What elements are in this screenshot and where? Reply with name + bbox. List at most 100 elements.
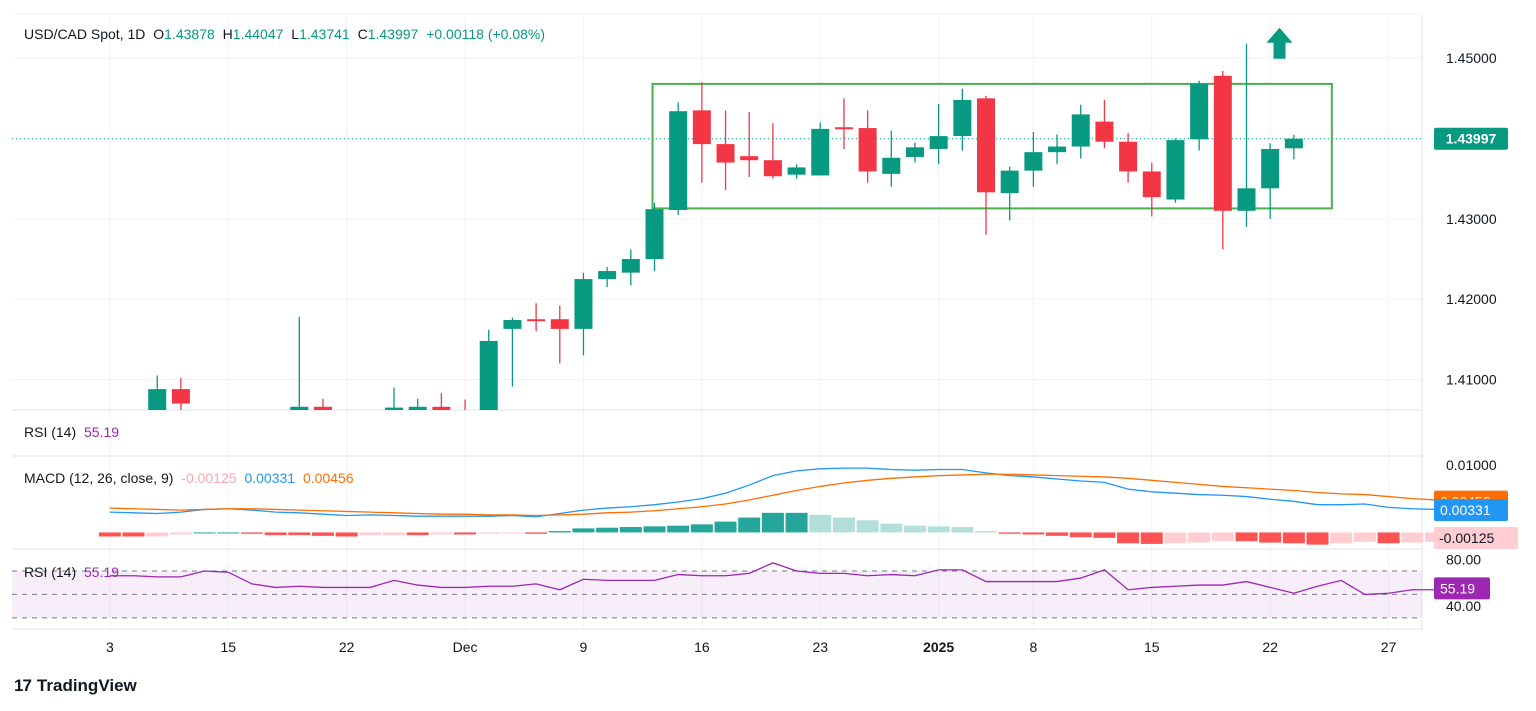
- time-tick-label: Dec: [453, 639, 478, 655]
- time-tick-label: 22: [339, 639, 355, 655]
- candle-body: [953, 99, 972, 137]
- candle-body: [148, 389, 167, 410]
- candle-body: [527, 319, 546, 322]
- macd-histogram-bar: [1282, 532, 1305, 544]
- macd-histogram-bar: [98, 532, 121, 537]
- macd-histogram-bar: [1306, 532, 1329, 545]
- macd-histogram-bar: [998, 532, 1021, 534]
- macd-histogram-bar: [975, 531, 998, 533]
- macd-histogram-bar: [761, 512, 784, 533]
- high-value: 1.44047: [232, 26, 284, 42]
- candle-body: [763, 160, 782, 177]
- candle-body: [1284, 138, 1303, 149]
- tradingview-logo-icon: 17: [14, 676, 32, 695]
- macd-histogram-bar: [643, 526, 666, 533]
- candle-body: [171, 389, 190, 404]
- price-axis[interactable]: 1.41000 1.42000 1.43000 1.45000 1.43997 0.010…: [1434, 50, 1518, 614]
- rsi-top-legend[interactable]: RSI (14) 55.19: [24, 424, 123, 440]
- macd-histogram-bar: [1211, 532, 1234, 542]
- candle-body: [692, 110, 711, 145]
- candle-body: [1142, 171, 1161, 198]
- time-tick-label: 22: [1262, 639, 1278, 655]
- macd-histogram-bar: [927, 526, 950, 533]
- macd-histogram-bar: [169, 532, 192, 535]
- macd-histogram-bar: [525, 532, 548, 534]
- rsi-legend[interactable]: RSI (14) 55.19: [24, 564, 123, 580]
- macd-histogram-bar: [951, 527, 974, 533]
- macd-histogram-bar: [1259, 532, 1282, 543]
- tradingview-brand[interactable]: 17 TradingView: [14, 676, 137, 696]
- candle-body: [1261, 148, 1280, 189]
- candle-body: [645, 209, 664, 259]
- symbol-title[interactable]: USD/CAD Spot, 1D: [24, 26, 146, 42]
- candle-body: [1024, 152, 1043, 171]
- time-tick-label: 2025: [923, 639, 954, 655]
- macd-histogram-bar: [122, 532, 145, 537]
- macd-histogram-bar: [548, 531, 571, 533]
- close-label: C: [357, 26, 368, 42]
- candle-body: [1071, 114, 1090, 147]
- candle-body: [929, 136, 948, 149]
- last-price-badge: [1434, 127, 1508, 150]
- macd-histogram-bar: [1164, 532, 1187, 544]
- grid-lines: [12, 14, 1422, 629]
- macd-line-badge-label: 0.00331: [1440, 502, 1491, 518]
- candle-body: [550, 319, 569, 329]
- rsi-title: RSI (14): [24, 564, 77, 580]
- macd-histogram-bar: [1117, 532, 1140, 544]
- price-pane[interactable]: [12, 27, 1422, 428]
- macd-histogram-bar: [619, 527, 642, 533]
- time-tick-label: 27: [1381, 639, 1397, 655]
- macd-pane[interactable]: [98, 467, 1471, 545]
- candle-body: [977, 98, 996, 193]
- candle-body: [1048, 146, 1067, 153]
- macd-histogram-bar: [809, 514, 832, 533]
- rsi-tick-label: 80.00: [1446, 551, 1481, 567]
- low-label: L: [291, 26, 300, 42]
- candle-body: [882, 157, 901, 174]
- time-tick-label: 15: [220, 639, 236, 655]
- candle-body: [905, 147, 924, 157]
- macd-histogram-bar: [501, 532, 524, 534]
- rsi-top-title: RSI (14): [24, 424, 77, 440]
- candle-body: [811, 128, 830, 176]
- time-axis[interactable]: 3 15 22 Dec 9 16 23 2025 8 15 22 27: [106, 639, 1397, 655]
- candle-body: [290, 406, 309, 410]
- macd-histogram-bar: [335, 532, 358, 537]
- macd-histogram-bar: [1069, 532, 1092, 538]
- candle-body: [408, 406, 427, 410]
- macd-hist-value: -0.00125: [181, 470, 237, 486]
- macd-histogram-bar: [667, 525, 690, 533]
- candle-body: [1237, 188, 1256, 211]
- macd-histogram-bar: [880, 523, 903, 533]
- macd-signal-value: 0.00456: [302, 470, 354, 486]
- time-tick-label: 23: [812, 639, 828, 655]
- low-value: 1.43741: [299, 26, 350, 42]
- price-tick-label: 1.45000: [1446, 50, 1497, 66]
- symbol-legend[interactable]: USD/CAD Spot, 1D O1.43878 H1.44047 L1.43…: [24, 26, 549, 42]
- macd-hist-badge: [1434, 527, 1518, 549]
- rsi-legend-value: 55.19: [84, 564, 120, 580]
- candle-body: [598, 271, 617, 280]
- rsi-value-badge: [1434, 577, 1490, 600]
- macd-histogram-bar: [1330, 532, 1353, 544]
- candle-body: [479, 340, 498, 410]
- candle-body: [716, 144, 735, 163]
- candle-body: [834, 127, 853, 130]
- macd-histogram-bar: [1022, 532, 1045, 535]
- candle-body: [574, 279, 593, 329]
- range-box: [651, 82, 1333, 210]
- candle-body: [621, 258, 640, 273]
- time-tick-label: 8: [1029, 639, 1037, 655]
- time-tick-label: 3: [106, 639, 114, 655]
- candle-body: [740, 156, 759, 161]
- macd-hist-badge-label: -0.00125: [1439, 530, 1494, 546]
- rsi-pane[interactable]: [12, 562, 1460, 619]
- rsi-top-value: 55.19: [84, 424, 120, 440]
- candle-body: [1213, 75, 1232, 211]
- macd-signal-line: [109, 473, 1460, 517]
- rsi-line: [109, 562, 1460, 596]
- close-value: 1.43997: [367, 26, 419, 42]
- macd-legend[interactable]: MACD (12, 26, close, 9) -0.00125 0.00331…: [24, 470, 358, 486]
